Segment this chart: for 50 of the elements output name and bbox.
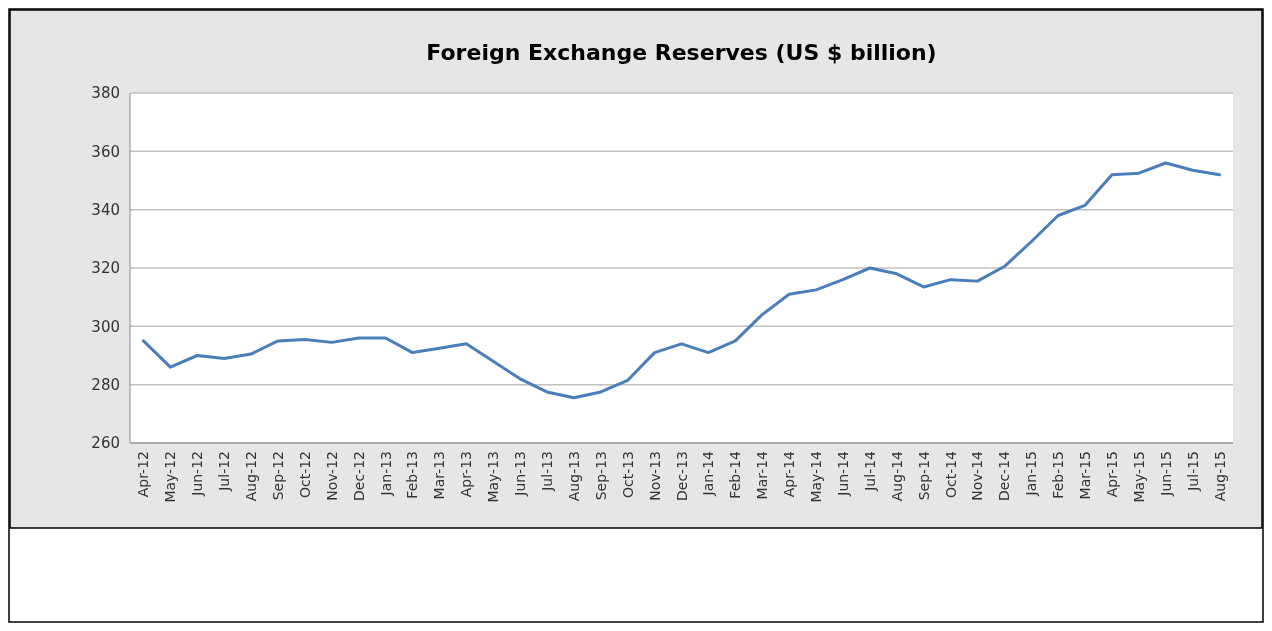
y-tick-label: 260 <box>91 434 120 453</box>
x-tick-label: Sep-12 <box>269 451 286 501</box>
x-tick-label: Mar-14 <box>754 450 771 500</box>
x-tick-label: Mar-13 <box>431 451 448 500</box>
x-tick-label: Dec-14 <box>996 450 1013 501</box>
x-tick-label: May-12 <box>162 451 179 503</box>
x-tick-label: Feb-14 <box>727 450 744 499</box>
x-tick-label: Jun-13 <box>512 451 529 497</box>
x-tick-label: Jan-13 <box>377 451 394 497</box>
x-tick-label: Dec-12 <box>350 451 367 501</box>
x-tick-label: Aug-13 <box>565 451 582 502</box>
y-tick-label: 280 <box>91 375 120 394</box>
x-tick-label: Jun-12 <box>189 451 206 497</box>
x-tick-label: Aug-15 <box>1211 451 1228 502</box>
x-tick-label: Nov-14 <box>969 450 986 501</box>
x-tick-label: Oct-14 <box>942 450 959 499</box>
line-series <box>141 161 1222 400</box>
x-tick-label: Dec-13 <box>673 451 690 501</box>
x-tick-label: Sep-14 <box>915 450 932 501</box>
y-tick-label: 300 <box>91 317 120 336</box>
x-tick-label: Jun-15 <box>1157 451 1174 497</box>
x-tick-label: Apr-13 <box>458 451 475 498</box>
x-tick-label: May-14 <box>808 450 825 503</box>
x-tick-label: Jun-14 <box>834 450 851 497</box>
x-tick-label: Oct-12 <box>296 451 313 499</box>
x-tick-label: Jan-14 <box>700 450 717 497</box>
x-tick-label: Feb-15 <box>1050 451 1067 499</box>
y-tick-label: 360 <box>91 142 120 161</box>
x-tick-label: Mar-15 <box>1077 451 1094 500</box>
x-tick-label: Apr-14 <box>781 450 798 498</box>
x-tick-label: Jul-14 <box>861 450 878 492</box>
x-tick-label: Feb-13 <box>404 451 421 499</box>
x-tick-label: Jan-15 <box>1023 451 1040 497</box>
x-tick-label: Aug-12 <box>243 451 260 502</box>
y-tick-label: 340 <box>91 200 120 219</box>
x-tick-label: Jul-15 <box>1184 451 1201 492</box>
x-tick-label: May-15 <box>1130 451 1147 503</box>
x-tick-label: Sep-13 <box>592 451 609 501</box>
y-tick-label: 320 <box>91 259 120 278</box>
y-tick-label: 380 <box>91 84 120 103</box>
x-tick-label: Jul-13 <box>538 451 555 492</box>
x-tick-label: Apr-15 <box>1103 451 1120 498</box>
chart-title: Foreign Exchange Reserves (US $ billion) <box>426 40 937 65</box>
x-tick-label: Nov-13 <box>646 451 663 501</box>
x-tick-label: Nov-12 <box>323 451 340 501</box>
x-tick-label: Jul-12 <box>216 451 233 492</box>
x-tick-label: Apr-12 <box>135 451 152 498</box>
x-tick-label: Oct-13 <box>619 451 636 499</box>
x-tick-label: Aug-14 <box>888 450 905 502</box>
x-tick-label: May-13 <box>485 451 502 503</box>
